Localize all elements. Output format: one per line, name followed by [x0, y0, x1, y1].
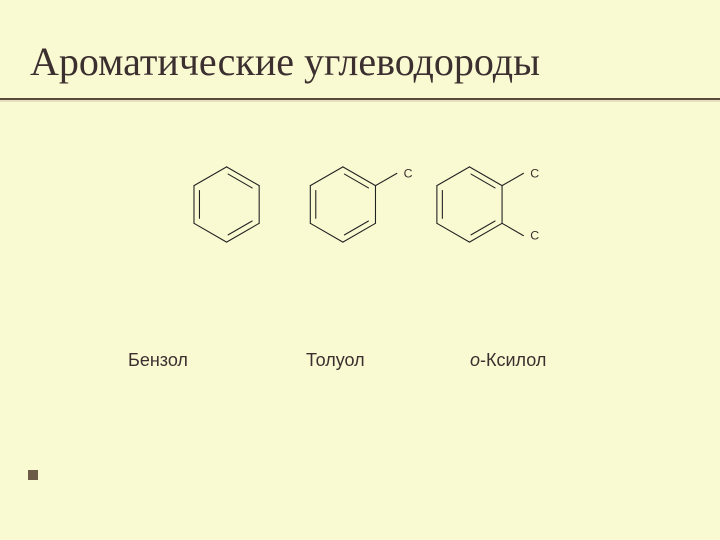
slide-title: Ароматические углеводороды: [30, 38, 540, 85]
molecule-name: Бензол: [128, 350, 188, 371]
slide: Ароматические углеводороды C C C Бензол Тол…: [0, 0, 720, 540]
molecule-name: о-Ксилол: [470, 350, 546, 371]
molecules-diagram: C C C: [0, 160, 720, 420]
substituent-c-label: C: [404, 166, 413, 180]
substituent-c-label: C: [530, 166, 539, 180]
footer-bullet: [28, 470, 38, 480]
substituent-c-label: C: [530, 229, 539, 243]
title-underline-light: [0, 100, 720, 102]
molecule-name: Толуол: [306, 350, 365, 371]
